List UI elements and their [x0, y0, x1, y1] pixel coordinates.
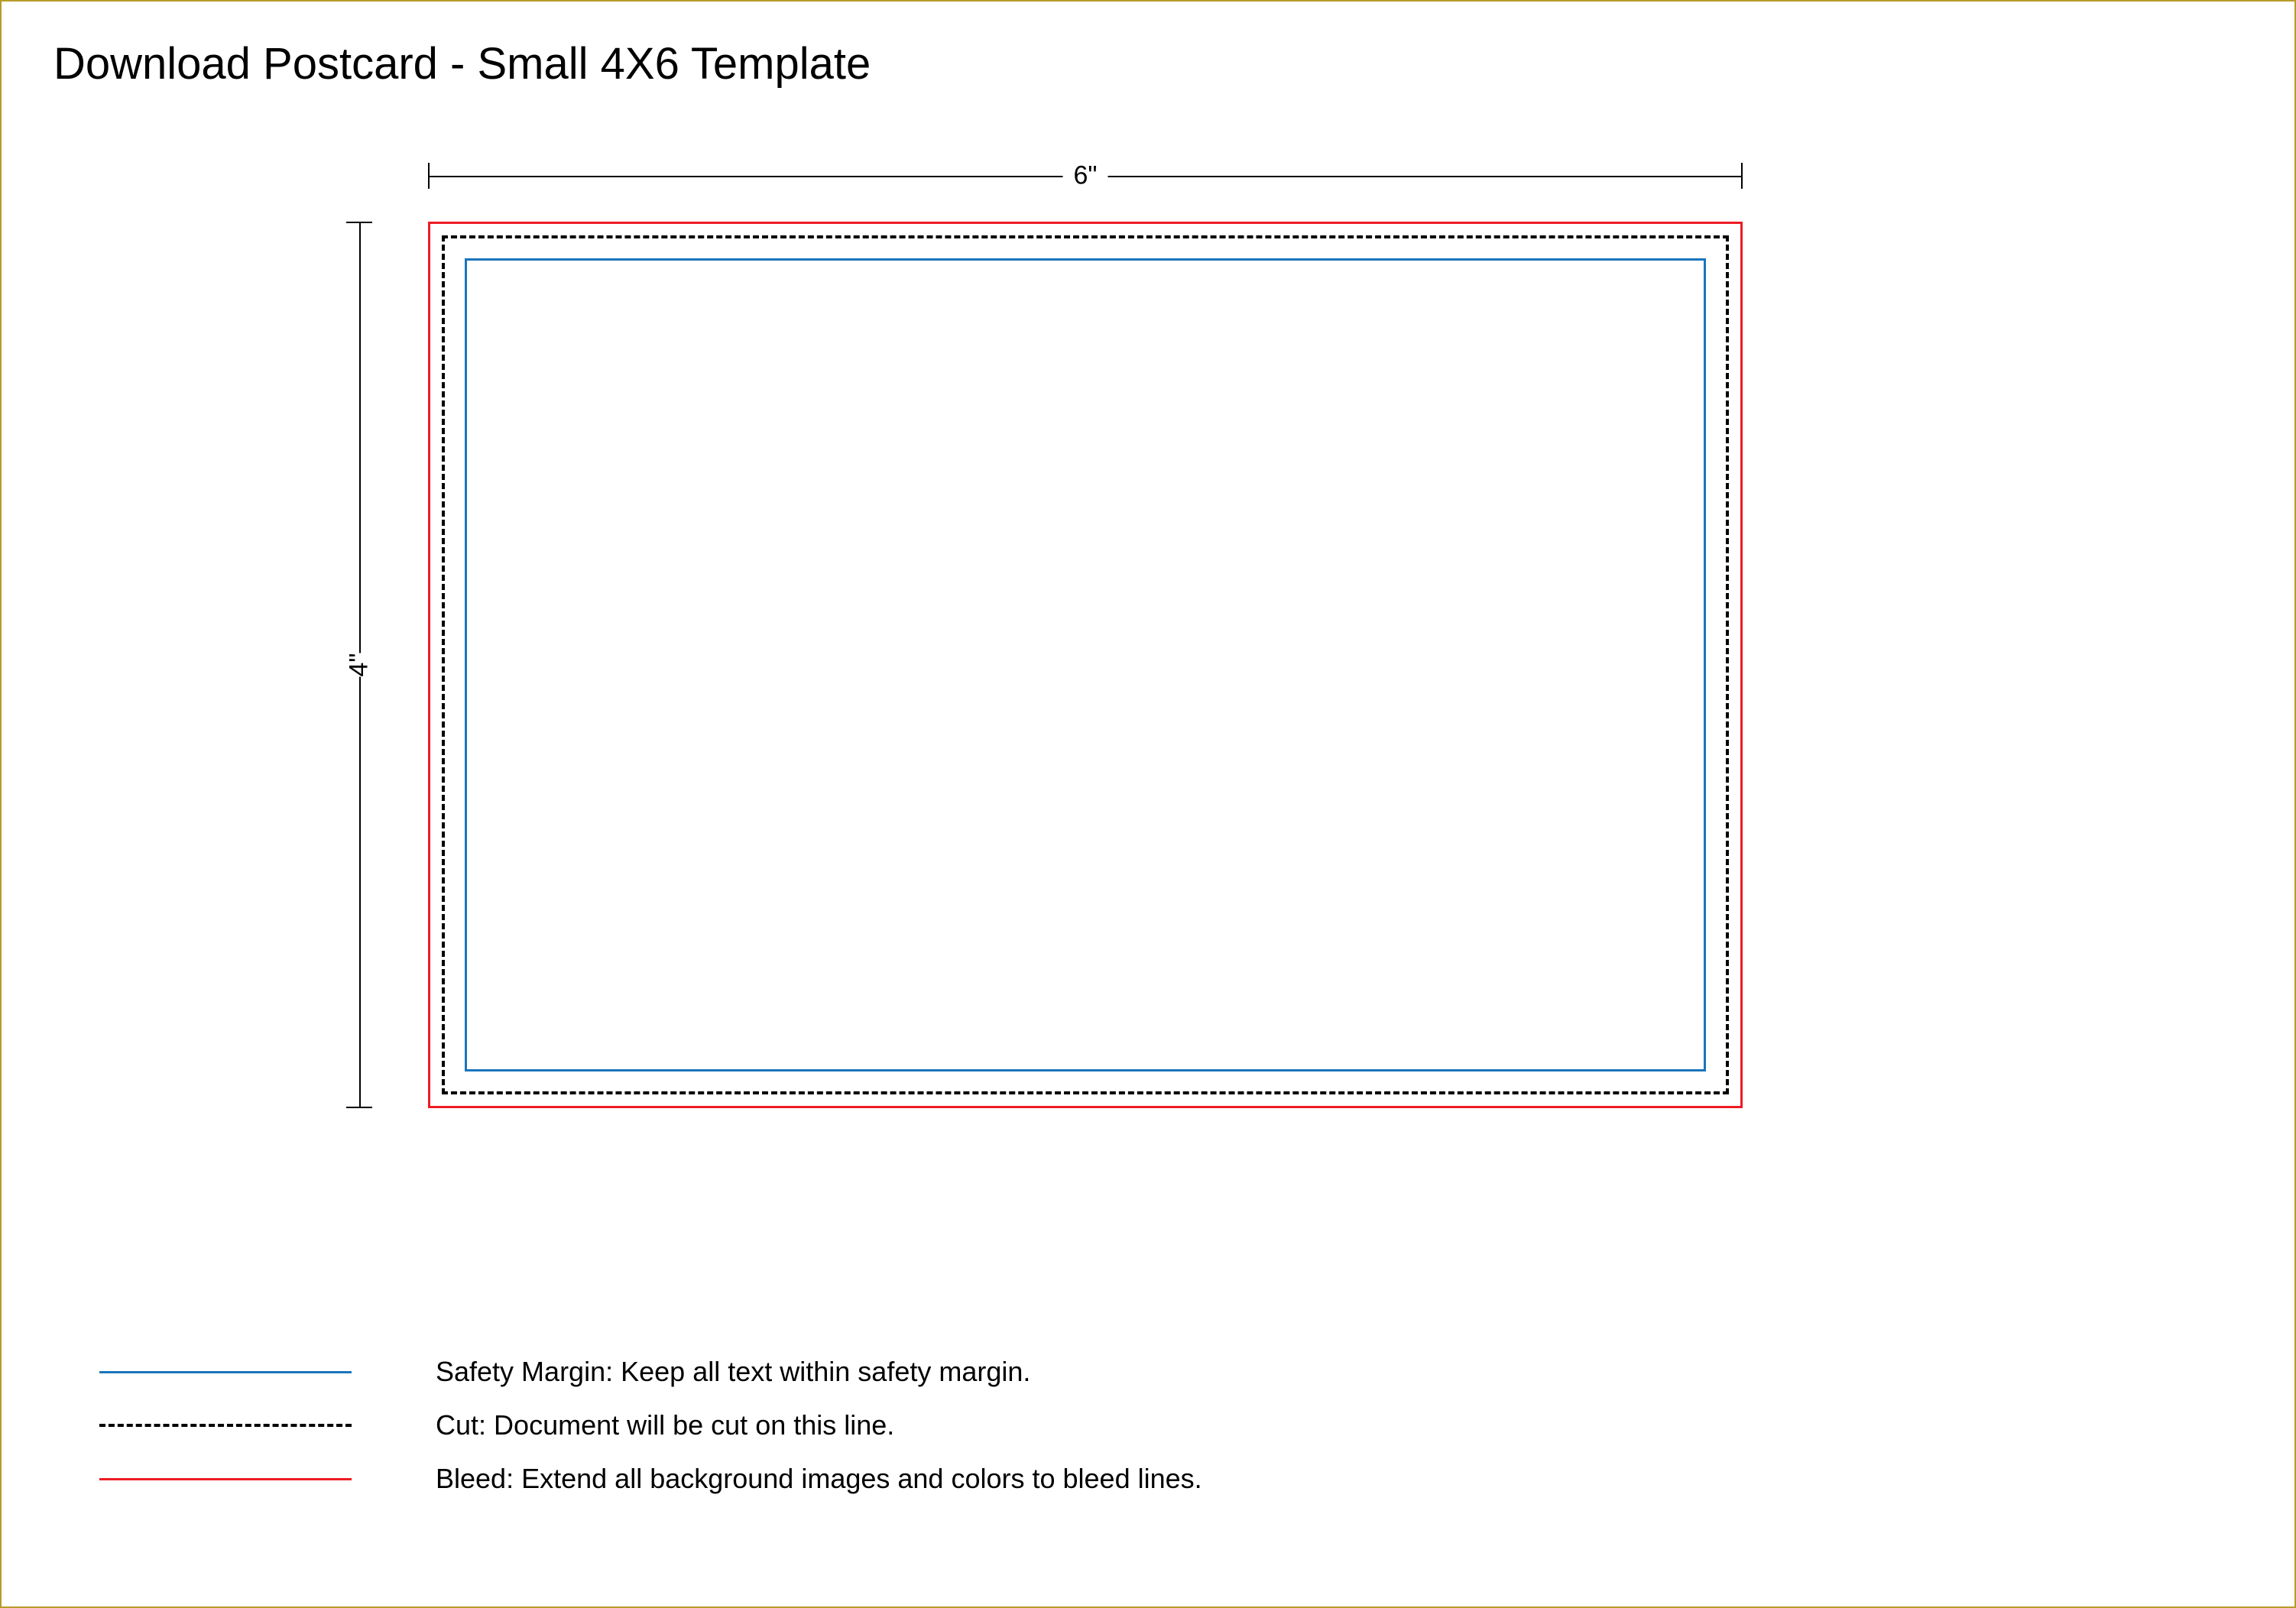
legend-text-cut: Cut: Document will be cut on this line.	[436, 1409, 894, 1441]
dim-width-cap-l	[428, 163, 430, 189]
dim-width-label: 6"	[1063, 161, 1108, 191]
legend-desc: Document will be cut on this line.	[494, 1409, 894, 1441]
page-title: Download Postcard - Small 4X6 Template	[54, 38, 871, 89]
legend: Safety Margin: Keep all text within safe…	[99, 1345, 1202, 1506]
legend-swatch-cut	[99, 1424, 352, 1427]
template-diagram	[428, 222, 1743, 1108]
legend-row-cut: Cut: Document will be cut on this line.	[99, 1399, 1202, 1452]
legend-desc: Keep all text within safety margin.	[621, 1356, 1030, 1387]
legend-desc: Extend all background images and colors …	[521, 1463, 1202, 1494]
dim-width-cap-r	[1741, 163, 1743, 189]
legend-label: Safety Margin:	[436, 1356, 613, 1387]
legend-swatch-bleed	[99, 1478, 352, 1480]
legend-text-safety: Safety Margin: Keep all text within safe…	[436, 1356, 1030, 1388]
legend-label: Bleed:	[436, 1463, 514, 1494]
dim-height-cap-t	[346, 222, 372, 223]
legend-swatch-safety	[99, 1371, 352, 1373]
legend-text-bleed: Bleed: Extend all background images and …	[436, 1463, 1202, 1495]
legend-row-safety: Safety Margin: Keep all text within safe…	[99, 1345, 1202, 1399]
legend-label: Cut:	[436, 1409, 486, 1441]
dim-height-label: 4"	[334, 653, 385, 677]
dim-height-cap-b	[346, 1107, 372, 1108]
safety-box	[465, 258, 1706, 1071]
legend-row-bleed: Bleed: Extend all background images and …	[99, 1452, 1202, 1506]
